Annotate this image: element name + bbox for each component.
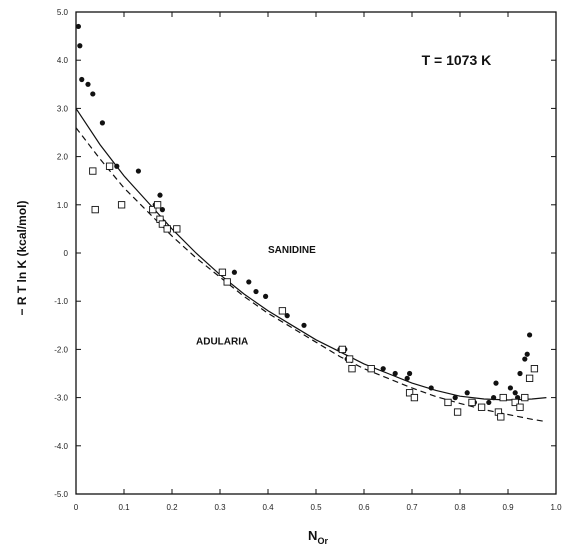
annotation-label: ADULARIA bbox=[196, 337, 248, 348]
filled-circle-point bbox=[114, 163, 120, 169]
open-square-point bbox=[149, 205, 157, 214]
open-square-point bbox=[89, 167, 97, 175]
x-tick-label: 0.6 bbox=[358, 503, 370, 512]
filled-circle-point bbox=[428, 385, 434, 391]
plot-frame bbox=[75, 11, 557, 495]
open-square-point bbox=[511, 398, 519, 407]
open-square-point bbox=[173, 225, 181, 233]
open-square-point bbox=[410, 393, 419, 402]
y-tick-label: -1.0 bbox=[54, 297, 68, 306]
open-square-point bbox=[530, 365, 539, 373]
open-square-point bbox=[91, 205, 99, 214]
data-points bbox=[75, 23, 539, 421]
filled-circle-point bbox=[75, 23, 81, 30]
filled-circle-point bbox=[527, 332, 533, 338]
filled-circle-point bbox=[85, 81, 91, 87]
y-tick-label: 4.0 bbox=[57, 56, 69, 65]
open-square-point bbox=[405, 389, 414, 397]
open-square-point bbox=[521, 393, 529, 402]
y-tick-label: 0 bbox=[64, 249, 69, 258]
filled-circle-point bbox=[507, 385, 513, 391]
open-square-point bbox=[338, 345, 347, 354]
filled-circle-point bbox=[392, 370, 398, 377]
open-square-point bbox=[278, 307, 287, 315]
filled-circle-point bbox=[512, 390, 518, 396]
x-tick-label: 0 bbox=[74, 503, 79, 512]
open-square-point bbox=[348, 365, 356, 373]
filled-circle-point bbox=[491, 395, 497, 401]
filled-circle-point bbox=[407, 370, 413, 377]
annotations: T = 1073 K SANIDINE ADULARIA bbox=[196, 52, 491, 348]
open-square-point bbox=[117, 201, 126, 209]
annotation-label: SANIDINE bbox=[268, 245, 316, 256]
open-square-point bbox=[477, 403, 486, 411]
y-tick-label: -4.0 bbox=[54, 442, 68, 451]
open-square-point bbox=[516, 403, 524, 411]
y-tick-label: 1.0 bbox=[57, 201, 69, 210]
filled-circle-point bbox=[522, 356, 528, 362]
x-tick-label: 0.1 bbox=[118, 503, 130, 512]
y-tick-label: -2.0 bbox=[54, 345, 68, 354]
filled-circle-point bbox=[517, 370, 523, 377]
filled-circle-point bbox=[263, 293, 269, 299]
y-axis: -5.0 -4.0 -3.0 -2.0 -1.0 0 1.0 2.0 3.0 4.0 5.0 bbox=[54, 8, 556, 499]
filled-circle-point bbox=[79, 76, 85, 83]
open-square-point bbox=[163, 225, 171, 233]
filled-circle-point bbox=[524, 351, 530, 357]
open-square-point bbox=[444, 398, 452, 407]
filled-circle-point bbox=[486, 399, 492, 406]
x-tick-label: 0.8 bbox=[454, 503, 466, 512]
filled-circle-point bbox=[231, 269, 237, 275]
open-square-point bbox=[153, 201, 162, 209]
x-axis-title: NOr bbox=[308, 528, 328, 546]
filled-circle-point bbox=[99, 120, 105, 126]
y-tick-label: -3.0 bbox=[54, 394, 68, 403]
filled-circle-point bbox=[380, 366, 386, 372]
open-square-point bbox=[158, 220, 167, 228]
open-square-point bbox=[218, 268, 227, 276]
filled-circle-point bbox=[253, 288, 259, 295]
filled-circle-point bbox=[464, 390, 470, 396]
open-square-point bbox=[499, 393, 507, 402]
fit-curve-dashed bbox=[75, 127, 547, 423]
open-square-point bbox=[468, 398, 476, 407]
x-axis-title-main: N bbox=[308, 528, 317, 543]
filled-circle-point bbox=[157, 192, 163, 198]
filled-circle-point bbox=[135, 168, 141, 174]
y-tick-label: 2.0 bbox=[57, 153, 69, 162]
y-tick-label: 5.0 bbox=[57, 8, 69, 17]
x-tick-label: 0.4 bbox=[262, 503, 274, 512]
x-axis-title-sub: Or bbox=[317, 536, 328, 546]
filled-circle-point bbox=[246, 279, 252, 285]
y-tick-label: 3.0 bbox=[57, 104, 69, 113]
filled-circle-point bbox=[90, 91, 96, 97]
filled-circle-point bbox=[404, 375, 410, 381]
fitted-curves bbox=[75, 108, 547, 423]
open-square-point bbox=[497, 413, 505, 421]
open-square-point bbox=[367, 365, 375, 373]
x-tick-label: 1.0 bbox=[550, 503, 562, 512]
filled-circle-point bbox=[452, 395, 458, 401]
x-tick-label: 0.5 bbox=[310, 503, 322, 512]
filled-circle-point bbox=[493, 380, 499, 386]
x-tick-label: 0.3 bbox=[214, 503, 226, 512]
open-square-point bbox=[345, 355, 354, 363]
x-tick-label: 0.2 bbox=[166, 503, 178, 512]
x-tick-label: 0.9 bbox=[502, 503, 514, 512]
annotation-label: T = 1073 K bbox=[422, 52, 492, 68]
filled-circle-point bbox=[77, 43, 83, 49]
y-axis-title: − R T ln K (kcal/mol) bbox=[15, 200, 29, 315]
open-square-point bbox=[525, 374, 534, 382]
open-square-point bbox=[105, 162, 114, 170]
y-tick-label: -5.0 bbox=[54, 490, 68, 499]
filled-circle-point bbox=[301, 322, 307, 328]
open-square-point bbox=[223, 278, 231, 286]
open-square-point bbox=[453, 408, 462, 416]
x-tick-label: 0.7 bbox=[406, 503, 418, 512]
x-axis: 0 0.1 0.2 0.3 0.4 0.5 0.6 0.7 0.8 0.9 1.0 bbox=[74, 12, 562, 512]
